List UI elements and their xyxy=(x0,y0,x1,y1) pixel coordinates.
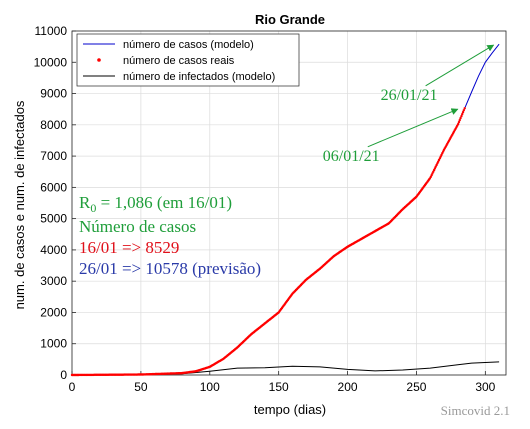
y-tick-label: 3000 xyxy=(40,274,67,288)
watermark: Simcovid 2.1 xyxy=(441,403,510,418)
y-tick-label: 8000 xyxy=(40,118,67,132)
annotations: 26/01/21 06/01/21 xyxy=(323,44,495,165)
legend-entry: número de casos (modelo) xyxy=(123,39,254,51)
y-tick-label: 4000 xyxy=(40,243,67,257)
y-tick-label: 7000 xyxy=(40,149,67,163)
annotation-arrow xyxy=(367,108,459,148)
y-tick-label: 0 xyxy=(60,368,67,382)
data-point xyxy=(460,115,463,118)
cases-actual: 16/01 => 8529 xyxy=(79,238,179,257)
x-axis-label: tempo (dias) xyxy=(254,402,326,417)
info-box: R0 = 1,086 (em 16/01) Número de casos 16… xyxy=(79,193,261,278)
data-point xyxy=(459,117,462,120)
chart-title: Rio Grande xyxy=(255,12,325,27)
y-tick-label: 9000 xyxy=(40,87,67,101)
x-tick-label: 200 xyxy=(338,380,358,394)
series-points xyxy=(70,107,466,377)
annotation-label: 26/01/21 xyxy=(381,87,438,104)
y-tick-label: 6000 xyxy=(40,180,67,194)
r0-value: = 1,086 (em 16/01) xyxy=(96,193,232,212)
legend-entry: número de infectados (modelo) xyxy=(123,71,275,83)
data-point xyxy=(458,119,461,122)
y-tick-label: 10000 xyxy=(34,55,68,69)
y-tick-label: 11000 xyxy=(35,24,68,38)
y-axis-label: num. de casos e num. de infectados xyxy=(12,100,27,309)
annotation-label: 06/01/21 xyxy=(323,148,380,165)
cases-heading: Número de casos xyxy=(79,217,196,236)
legend-box xyxy=(76,33,300,87)
data-point xyxy=(463,107,466,110)
data-point xyxy=(462,109,465,112)
r0-prefix: R xyxy=(79,193,91,212)
series-line xyxy=(71,361,500,376)
x-tick-label: 250 xyxy=(406,380,426,394)
data-point xyxy=(456,123,460,126)
r0-text: R0 = 1,086 (em 16/01) xyxy=(79,193,232,215)
x-tick-label: 300 xyxy=(475,380,495,394)
x-tick-label: 50 xyxy=(134,380,148,394)
annotation-arrow xyxy=(425,44,495,87)
y-tick-label: 5000 xyxy=(40,212,67,226)
data-point xyxy=(461,111,465,114)
cases-forecast: 26/01 => 10578 (previsão) xyxy=(79,259,261,278)
plot-frame xyxy=(71,30,507,376)
data-point xyxy=(461,113,464,116)
x-tick-label: 100 xyxy=(200,380,220,394)
y-tick-label: 1000 xyxy=(40,337,67,351)
data-point xyxy=(457,121,461,124)
x-tick-label: 150 xyxy=(269,380,289,394)
legend-entry: número de casos reais xyxy=(123,55,235,67)
axis-ticks: 0 50 100 150 200 250 3000100020003000400050006… xyxy=(34,24,496,394)
series-layer xyxy=(70,43,500,377)
x-tick-label: 0 xyxy=(69,380,76,394)
legend-swatch xyxy=(97,58,101,62)
y-tick-label: 2000 xyxy=(40,305,67,319)
r0-subscript: 0 xyxy=(90,201,96,215)
legend: número de casos (modelo) número de casos … xyxy=(76,33,300,87)
